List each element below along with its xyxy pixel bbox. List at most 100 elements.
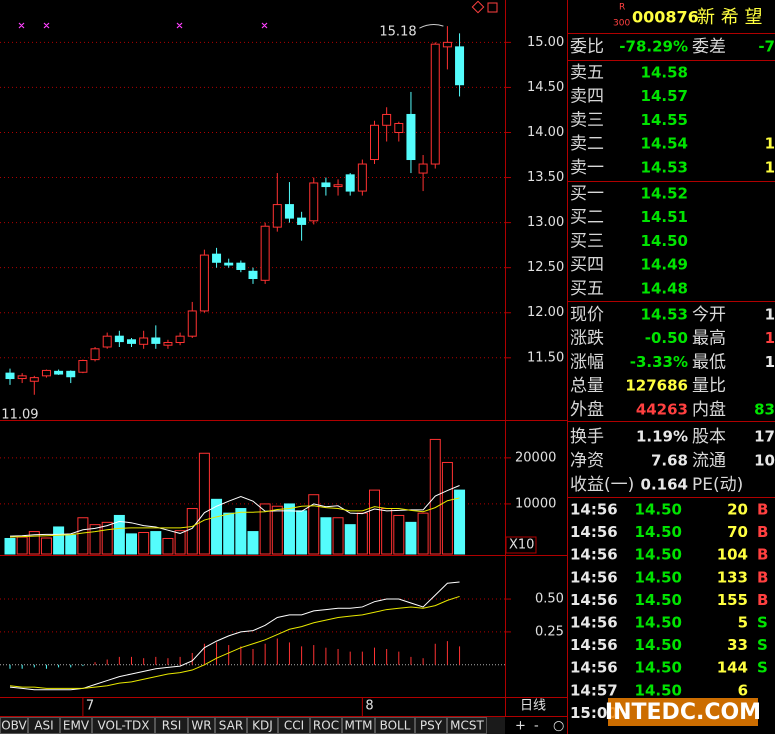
trade-side: B (757, 501, 768, 519)
watermark: INTEDC.COM (605, 700, 761, 725)
candle-body (139, 337, 149, 345)
indicator-tab[interactable]: CCI (278, 717, 310, 734)
bid-price: 14.51 (641, 208, 688, 226)
candle-body (102, 335, 112, 348)
indicator-tab[interactable]: VOL-TDX (92, 717, 155, 734)
period-label[interactable]: 日线 (520, 699, 546, 714)
high-arrow (419, 24, 444, 29)
candle-body (430, 43, 440, 165)
trade-time: 14:57 (570, 681, 618, 699)
tab-label[interactable]: PSY (420, 719, 443, 733)
trade-time: 14:56 (570, 546, 618, 564)
volume-bar (40, 537, 52, 555)
tab-label[interactable]: WR (191, 719, 211, 733)
candle-body (418, 163, 428, 174)
candle-body (90, 348, 100, 361)
tab-label[interactable]: CCI (284, 719, 304, 733)
tab-label[interactable]: MTM (344, 719, 372, 733)
candle-body (175, 335, 185, 343)
indicator-tab[interactable]: KDJ (247, 717, 278, 734)
indicator-tab[interactable]: ROC (310, 717, 342, 734)
trade-time: 15:00 (570, 704, 618, 722)
volume-bar (113, 514, 125, 555)
indicator-tab[interactable]: PSY (415, 717, 447, 734)
tab-label[interactable]: VOL-TDX (98, 719, 150, 733)
volume-bar (4, 537, 16, 555)
indicator-tab[interactable]: WR (188, 717, 215, 734)
low-label: 11.09 (1, 407, 38, 422)
field-value: 17 (754, 428, 775, 446)
trade-side: S (757, 659, 768, 677)
indicator-tab[interactable]: BOLL (375, 717, 415, 734)
tab-label[interactable]: SAR (219, 719, 243, 733)
zoom-button[interactable]: ○ (553, 719, 564, 734)
field-label: 流通 (692, 451, 726, 471)
trade-price: 14.50 (635, 681, 682, 699)
trade-time: 14:56 (570, 501, 618, 519)
candle-body (29, 377, 39, 382)
tab-label[interactable]: KDJ (252, 719, 273, 733)
y-tick-label: 14.00 (527, 125, 564, 140)
tab-label[interactable]: OBV (1, 719, 27, 733)
tab-label[interactable]: MCST (450, 719, 484, 733)
trade-side: B (757, 568, 768, 586)
candle-body (187, 310, 197, 337)
trade-price: 14.50 (635, 568, 682, 586)
candle-body (370, 124, 379, 161)
volume-bar (53, 526, 65, 555)
field-label: 涨跌 (570, 329, 604, 349)
trade-time: 14:56 (570, 636, 618, 654)
y-tick-label: 10000 (515, 496, 556, 511)
tab-label[interactable]: ROC (313, 719, 339, 733)
field-value: 1 (765, 158, 775, 176)
trade-side: S (757, 636, 768, 654)
y-tick-label: 0.50 (535, 592, 564, 607)
ask-price: 14.55 (641, 111, 688, 129)
unit-label: X10 (509, 538, 534, 553)
indicator-tab[interactable]: EMV (60, 717, 92, 734)
volume-bar (28, 531, 40, 555)
trade-volume: 70 (727, 523, 748, 541)
candle-body (151, 337, 161, 344)
trade-price: 14.50 (635, 636, 682, 654)
field-value: 1 (765, 353, 775, 371)
indicator-tab[interactable]: ASI (28, 717, 60, 734)
trade-time: 14:56 (570, 659, 618, 677)
indicator-line (9, 497, 460, 538)
candle-body (357, 163, 367, 192)
indicator-tab[interactable]: SAR (215, 717, 247, 734)
indicator-tab[interactable]: MTM (342, 717, 375, 734)
trade-volume: 5 (738, 614, 748, 632)
volume-bar (393, 514, 405, 555)
ask-price: 14.57 (641, 87, 688, 105)
indicator-tab[interactable]: RSI (155, 717, 188, 734)
candle-body (224, 262, 234, 266)
volume-bar (308, 494, 320, 555)
volume-bar (344, 524, 356, 555)
field-value: -3.33% (630, 353, 688, 371)
volume-bar (16, 536, 28, 555)
volume-bar (247, 531, 259, 555)
indicator-tab[interactable]: MCST (447, 717, 487, 734)
zoom-button[interactable]: + (515, 719, 526, 734)
stock-name: 新 希 望 (697, 7, 762, 28)
trade-side: B (757, 546, 768, 564)
x-tick-label: 7 (86, 699, 94, 714)
field-label: 总量 (570, 376, 604, 396)
bid-price: 14.50 (641, 232, 688, 250)
x-tick-label: 8 (365, 699, 373, 714)
field-value: 7.68 (651, 452, 688, 470)
zoom-button[interactable]: - (534, 719, 539, 734)
volume-bar (381, 508, 393, 555)
indicator-tab[interactable]: OBV (0, 717, 28, 734)
tab-label[interactable]: BOLL (380, 719, 411, 733)
unit-box (505, 536, 537, 554)
field-label: 卖二 (570, 134, 604, 154)
tab-label[interactable]: ASI (34, 719, 53, 733)
tab-label[interactable]: EMV (63, 719, 90, 733)
volume-bar (320, 517, 332, 555)
ask-price: 14.54 (641, 135, 688, 153)
field-label: 量比 (692, 376, 726, 396)
tab-label[interactable]: RSI (162, 719, 182, 733)
